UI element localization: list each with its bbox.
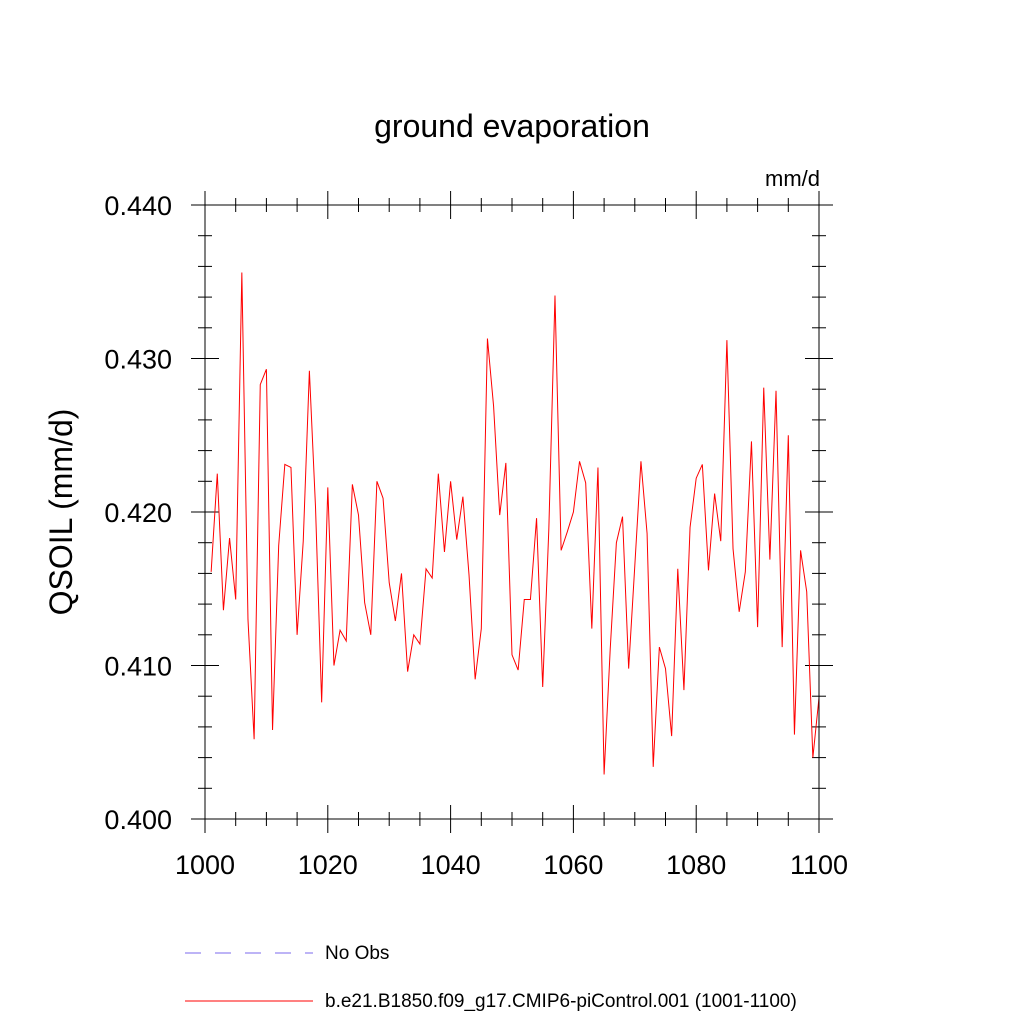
- x-tick-label: 1100: [790, 850, 848, 880]
- x-tick-label: 1060: [543, 850, 603, 880]
- y-tick-label: 0.440: [104, 191, 172, 221]
- x-axis-ticks: [204, 191, 820, 833]
- x-tick-label: 1020: [298, 850, 358, 880]
- y-tick-label: 0.430: [104, 345, 172, 375]
- y-tick-label: 0.420: [104, 498, 172, 528]
- y-axis-label: QSOIL (mm/d): [43, 409, 79, 616]
- legend-no-obs-label: No Obs: [325, 943, 389, 964]
- x-tick-label: 1040: [421, 850, 481, 880]
- plot-frame: [204, 204, 820, 820]
- legend-model-label: b.e21.B1850.f09_g17.CMIP6-piControl.001 …: [325, 991, 797, 1012]
- y-axis-ticks: [191, 204, 833, 820]
- y-tick-label: 0.410: [104, 652, 172, 682]
- y-tick-label: 0.400: [104, 805, 172, 835]
- units-label: mm/d: [765, 166, 820, 191]
- x-axis-tick-labels: 1000 1020 1040 1060 1080 1100: [175, 850, 848, 880]
- x-tick-label: 1000: [175, 850, 235, 880]
- legend: No Obs b.e21.B1850.f09_g17.CMIP6-piContr…: [185, 943, 797, 1012]
- y-axis-tick-labels: 0.400 0.410 0.420 0.430 0.440: [104, 191, 172, 835]
- chart-title: ground evaporation: [374, 108, 650, 144]
- series-line-qsoil: [210, 272, 820, 775]
- x-tick-label: 1080: [666, 850, 726, 880]
